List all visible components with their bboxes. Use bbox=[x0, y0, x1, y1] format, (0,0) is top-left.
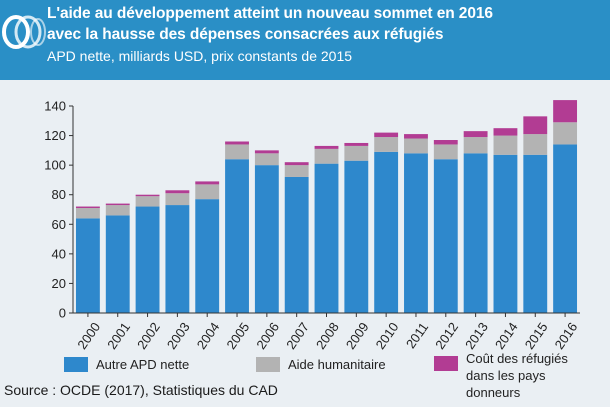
bars-group bbox=[75, 100, 578, 313]
bar-segment bbox=[225, 141, 249, 145]
legend-label: Autre APD nette bbox=[96, 357, 190, 372]
bar-segment bbox=[165, 190, 190, 194]
x-tick-label: 2000 bbox=[74, 320, 103, 352]
legend-label-line: donneurs bbox=[466, 385, 521, 400]
bar-segment bbox=[225, 159, 249, 313]
bar-segment bbox=[284, 176, 309, 313]
x-tick-label: 2016 bbox=[552, 320, 581, 352]
bar-segment bbox=[433, 159, 458, 313]
x-tick-label: 2001 bbox=[104, 320, 133, 352]
chart-title-line2: avec la hausse des dépenses consacrées a… bbox=[47, 26, 444, 43]
bar-segment bbox=[493, 128, 518, 136]
bar-segment bbox=[314, 148, 339, 164]
y-tick-label: 0 bbox=[59, 306, 66, 321]
bar-segment bbox=[105, 215, 130, 313]
chart-title-line1: L'aide au développement atteint un nouve… bbox=[47, 5, 493, 22]
y-tick-label: 60 bbox=[52, 217, 66, 232]
bar-segment bbox=[284, 165, 309, 177]
bar-segment bbox=[404, 134, 428, 139]
bar-segment bbox=[374, 132, 399, 138]
legend-label-line: dans les pays bbox=[466, 368, 546, 383]
y-tick-label: 80 bbox=[52, 187, 66, 202]
chart-area: 0 20 40 60 80 100 120 140 2000 2001 2002 2003 2004 2… bbox=[0, 80, 610, 407]
legend-item-cout-refugies: Coût des réfugiés dans les pays donneurs bbox=[434, 350, 568, 401]
x-tick-label: 2012 bbox=[432, 320, 461, 352]
bar-segment bbox=[523, 116, 548, 135]
bar-segment bbox=[314, 145, 339, 149]
bar-segment bbox=[254, 150, 279, 154]
bar-segment bbox=[165, 193, 190, 206]
y-axis: 0 20 40 60 80 100 120 140 bbox=[44, 99, 74, 321]
bar-segment bbox=[374, 151, 399, 313]
x-tick-label: 2008 bbox=[313, 320, 342, 352]
legend-item-autre-apd: Autre APD nette bbox=[64, 356, 189, 373]
x-tick-label: 2005 bbox=[223, 320, 252, 352]
bar-segment bbox=[165, 205, 190, 313]
header-banner: L'aide au développement atteint un nouve… bbox=[0, 0, 610, 80]
bar-segment bbox=[225, 144, 249, 160]
bar-segment bbox=[553, 144, 578, 313]
x-tick-label: 2011 bbox=[403, 320, 431, 352]
x-tick-label: 2006 bbox=[253, 320, 282, 352]
x-tick-label: 2003 bbox=[164, 320, 193, 352]
legend-label-line: Coût des réfugiés bbox=[466, 351, 568, 366]
bar-segment bbox=[195, 184, 220, 200]
bar-segment bbox=[254, 165, 279, 313]
bar-segment bbox=[75, 206, 100, 209]
legend-swatch bbox=[256, 357, 280, 372]
bar-segment bbox=[463, 137, 488, 154]
y-tick-label: 140 bbox=[44, 99, 66, 114]
bar-segment bbox=[344, 145, 369, 161]
bar-segment bbox=[105, 205, 130, 216]
x-axis: 2000 2001 2002 2003 2004 2005 2006 2007 2008 2009… bbox=[73, 312, 581, 352]
y-tick-label: 20 bbox=[52, 276, 66, 291]
bar-segment bbox=[553, 122, 578, 145]
bar-segment bbox=[433, 140, 458, 145]
x-tick-label: 2013 bbox=[462, 320, 491, 352]
bar-segment bbox=[433, 144, 458, 160]
bar-segment bbox=[195, 181, 220, 185]
bar-segment bbox=[523, 154, 548, 313]
bar-segment bbox=[374, 137, 399, 152]
bar-segment bbox=[135, 206, 160, 313]
legend-item-aide-humanitaire: Aide humanitaire bbox=[256, 356, 386, 373]
bar-segment bbox=[404, 153, 428, 313]
bar-segment bbox=[195, 199, 220, 313]
bar-segment bbox=[254, 153, 279, 166]
y-tick-label: 120 bbox=[44, 128, 66, 143]
x-tick-label: 2009 bbox=[343, 320, 372, 352]
x-tick-label: 2002 bbox=[134, 320, 163, 352]
bar-segment bbox=[75, 208, 100, 219]
bar-segment bbox=[135, 194, 160, 197]
legend-label: Aide humanitaire bbox=[288, 357, 386, 372]
x-tick-label: 2010 bbox=[373, 320, 402, 352]
bar-segment bbox=[463, 153, 488, 313]
bar-segment bbox=[75, 218, 100, 313]
bar-segment bbox=[344, 142, 369, 146]
y-tick-label: 100 bbox=[44, 158, 66, 173]
oecd-logo-icon bbox=[2, 15, 46, 49]
bar-segment bbox=[314, 163, 339, 313]
x-tick-label: 2004 bbox=[194, 320, 223, 352]
bar-segment bbox=[523, 134, 548, 155]
bar-segment bbox=[553, 100, 578, 123]
legend-swatch bbox=[434, 356, 458, 371]
x-tick-label: 2014 bbox=[492, 320, 521, 352]
chart-subtitle: APD nette, milliards USD, prix constants… bbox=[47, 48, 353, 64]
x-tick-label: 2007 bbox=[283, 320, 312, 352]
bar-segment bbox=[493, 135, 518, 155]
bar-segment bbox=[404, 138, 428, 154]
bar-segment bbox=[284, 162, 309, 166]
bar-segment bbox=[344, 160, 369, 313]
bar-segment bbox=[135, 196, 160, 207]
bar-segment bbox=[493, 154, 518, 313]
source-note: Source : OCDE (2017), Statistiques du CA… bbox=[4, 382, 278, 398]
y-tick-label: 40 bbox=[52, 246, 66, 261]
legend-swatch bbox=[64, 357, 88, 372]
legend-label: Coût des réfugiés dans les pays donneurs bbox=[466, 350, 568, 401]
bar-segment bbox=[463, 131, 488, 138]
x-tick-label: 2015 bbox=[522, 320, 551, 352]
bar-segment bbox=[105, 203, 130, 206]
